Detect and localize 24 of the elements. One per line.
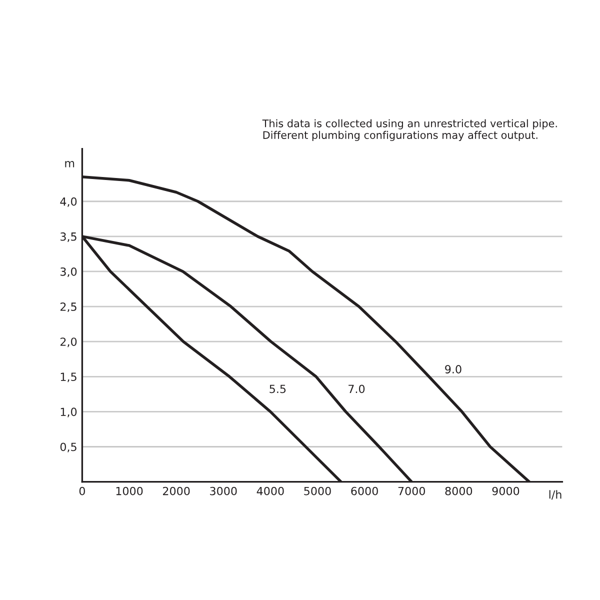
y-tick-label: 4,0: [60, 197, 77, 207]
y-tick-label: 3,0: [60, 267, 77, 277]
x-tick-label: 5000: [304, 486, 331, 496]
x-tick-label: 9000: [492, 486, 520, 496]
y-tick-label: 0,5: [60, 442, 76, 452]
series-label: 9.0: [445, 365, 462, 374]
x-tick-label: 3000: [210, 486, 237, 496]
x-tick-label: 2000: [162, 486, 190, 496]
y-tick-label: 1,5: [60, 372, 76, 382]
x-axis-title: l/h: [549, 490, 562, 500]
x-tick-label: 1000: [116, 486, 143, 496]
y-axis-title: m: [65, 161, 74, 168]
x-tick-label: 6000: [351, 486, 378, 496]
x-tick-label: 8000: [445, 486, 472, 496]
x-tick-label: 0: [79, 486, 85, 496]
series-label: 5.5: [270, 384, 286, 394]
x-tick-label: 4000: [256, 486, 284, 496]
y-tick-label: 3,5: [60, 232, 76, 242]
series-label: 7.0: [348, 384, 365, 394]
y-tick-label: 2,0: [60, 338, 77, 348]
y-tick-label: 2,5: [60, 302, 76, 312]
x-tick-label: 7000: [398, 486, 426, 496]
y-tick-label: 1,0: [60, 408, 77, 418]
text: This data is collected using an unrestricted vertical pipe. Different plumbing configurations may affect output.: [262, 119, 557, 141]
